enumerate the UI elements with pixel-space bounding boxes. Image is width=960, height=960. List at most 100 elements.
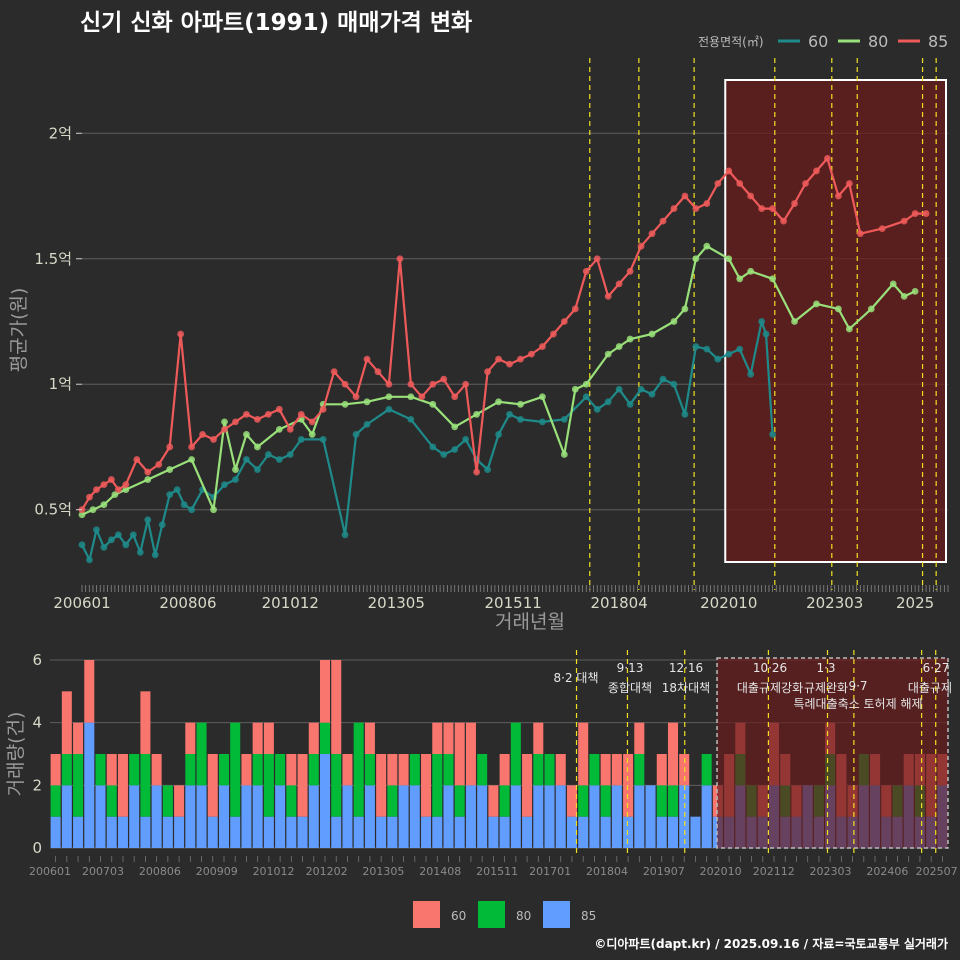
volume-bar-60 — [84, 660, 95, 723]
series-point-60 — [86, 556, 93, 564]
volume-bar-60 — [185, 722, 196, 754]
series-line-80 — [81, 245, 916, 516]
series-point-60 — [78, 541, 86, 549]
volume-bar-85 — [342, 785, 353, 848]
volume-bar-85 — [555, 785, 566, 848]
volume-x-tick-label: 202406 — [866, 865, 908, 878]
volume-bar-60 — [320, 660, 331, 723]
series-point-60 — [747, 370, 755, 378]
series-point-60 — [769, 431, 777, 438]
volume-bar-85 — [600, 816, 611, 848]
volume-bar-85 — [409, 785, 420, 848]
series-point-60 — [517, 415, 524, 423]
x-tick-label: 200806 — [159, 594, 216, 612]
series-point-85 — [834, 192, 842, 200]
volume-bar-85 — [387, 816, 398, 848]
series-point-60 — [407, 415, 415, 423]
series-point-60 — [736, 345, 744, 353]
series-point-80 — [615, 343, 623, 350]
series-point-60 — [385, 405, 393, 413]
volume-bar-80 — [387, 785, 398, 817]
volume-bar-80 — [499, 785, 510, 817]
volume-bar-60 — [443, 722, 454, 754]
series-point-80 — [78, 511, 86, 519]
volume-bar-60 — [421, 754, 432, 817]
x-tick-label: 200601 — [53, 594, 110, 612]
volume-bar-80 — [477, 754, 488, 786]
series-point-60 — [107, 536, 115, 544]
series-point-85 — [681, 192, 689, 200]
legend-swatch-60 — [413, 901, 440, 928]
series-point-80 — [582, 380, 590, 388]
series-point-85 — [714, 180, 722, 187]
series-point-80 — [429, 400, 437, 408]
series-point-80 — [253, 443, 261, 451]
price-highlight-region — [724, 79, 947, 563]
series-point-85 — [725, 167, 733, 175]
series-point-80 — [221, 418, 228, 426]
volume-x-tick-label: 202010 — [700, 865, 742, 878]
series-point-80 — [341, 400, 349, 408]
series-point-60 — [429, 443, 437, 451]
y-tick-label: 2억 — [49, 124, 72, 142]
series-point-60 — [539, 418, 546, 426]
volume-bar-80 — [320, 722, 331, 754]
volume-x-tick-label: 201511 — [476, 865, 518, 878]
series-point-80 — [495, 398, 502, 406]
series-point-85 — [813, 167, 820, 175]
volume-x-tick-label: 201804 — [586, 865, 628, 878]
series-point-85 — [593, 255, 601, 263]
volume-x-tick-label: 202303 — [810, 865, 852, 878]
volume-bar-80 — [106, 785, 117, 817]
series-point-80 — [243, 431, 250, 438]
legend-swatch-80 — [478, 901, 505, 928]
volume-x-tick-label: 201408 — [419, 865, 461, 878]
series-point-85 — [86, 493, 93, 501]
volume-bar-85 — [510, 785, 521, 848]
volume-y-axis-label: 거래량(건) — [5, 712, 27, 797]
series-point-80 — [911, 287, 919, 295]
volume-bar-85 — [432, 816, 443, 848]
series-point-85 — [769, 205, 777, 212]
volume-bar-85 — [275, 785, 286, 848]
series-point-80 — [100, 501, 108, 509]
volume-bar-60 — [263, 722, 274, 754]
series-point-80 — [308, 431, 316, 438]
annotation-date: 8·2 대책 — [554, 670, 599, 685]
annotation-label: 대출규제 — [908, 681, 952, 695]
volume-bar-85 — [320, 754, 331, 848]
price-policy-lines — [589, 58, 937, 590]
series-point-80 — [122, 486, 130, 494]
volume-bar-60 — [533, 722, 544, 754]
volume-bar-60 — [61, 691, 72, 754]
series-point-85 — [549, 330, 557, 338]
series-point-60 — [659, 375, 667, 383]
series-point-80 — [604, 350, 612, 358]
series-point-85 — [462, 380, 470, 388]
series-point-85 — [396, 255, 404, 263]
series-point-85 — [144, 468, 152, 476]
price-series — [78, 154, 930, 564]
series-point-85 — [911, 210, 919, 217]
series-point-85 — [571, 305, 579, 313]
legend-title: 전용면적(㎡) — [698, 35, 764, 49]
volume-bar-80 — [263, 754, 274, 817]
series-point-60 — [681, 410, 689, 418]
volume-bar-85 — [207, 816, 218, 848]
volume-bar-85 — [656, 816, 667, 848]
volume-bar-60 — [623, 754, 634, 817]
volume-x-tick-label: 201305 — [362, 865, 404, 878]
volume-bar-60 — [364, 722, 375, 754]
series-point-60 — [648, 390, 656, 398]
volume-bar-60 — [667, 722, 678, 786]
volume-bar-85 — [252, 785, 263, 848]
series-point-85 — [385, 380, 393, 388]
volume-bar-85 — [477, 785, 488, 848]
volume-bar-85 — [611, 785, 622, 848]
volume-bar-80 — [95, 754, 106, 786]
volume-bar-60 — [50, 754, 61, 786]
volume-x-tick-label: 200601 — [29, 865, 71, 878]
series-point-80 — [232, 466, 239, 473]
volume-bar-85 — [667, 816, 678, 848]
series-point-85 — [155, 461, 163, 468]
